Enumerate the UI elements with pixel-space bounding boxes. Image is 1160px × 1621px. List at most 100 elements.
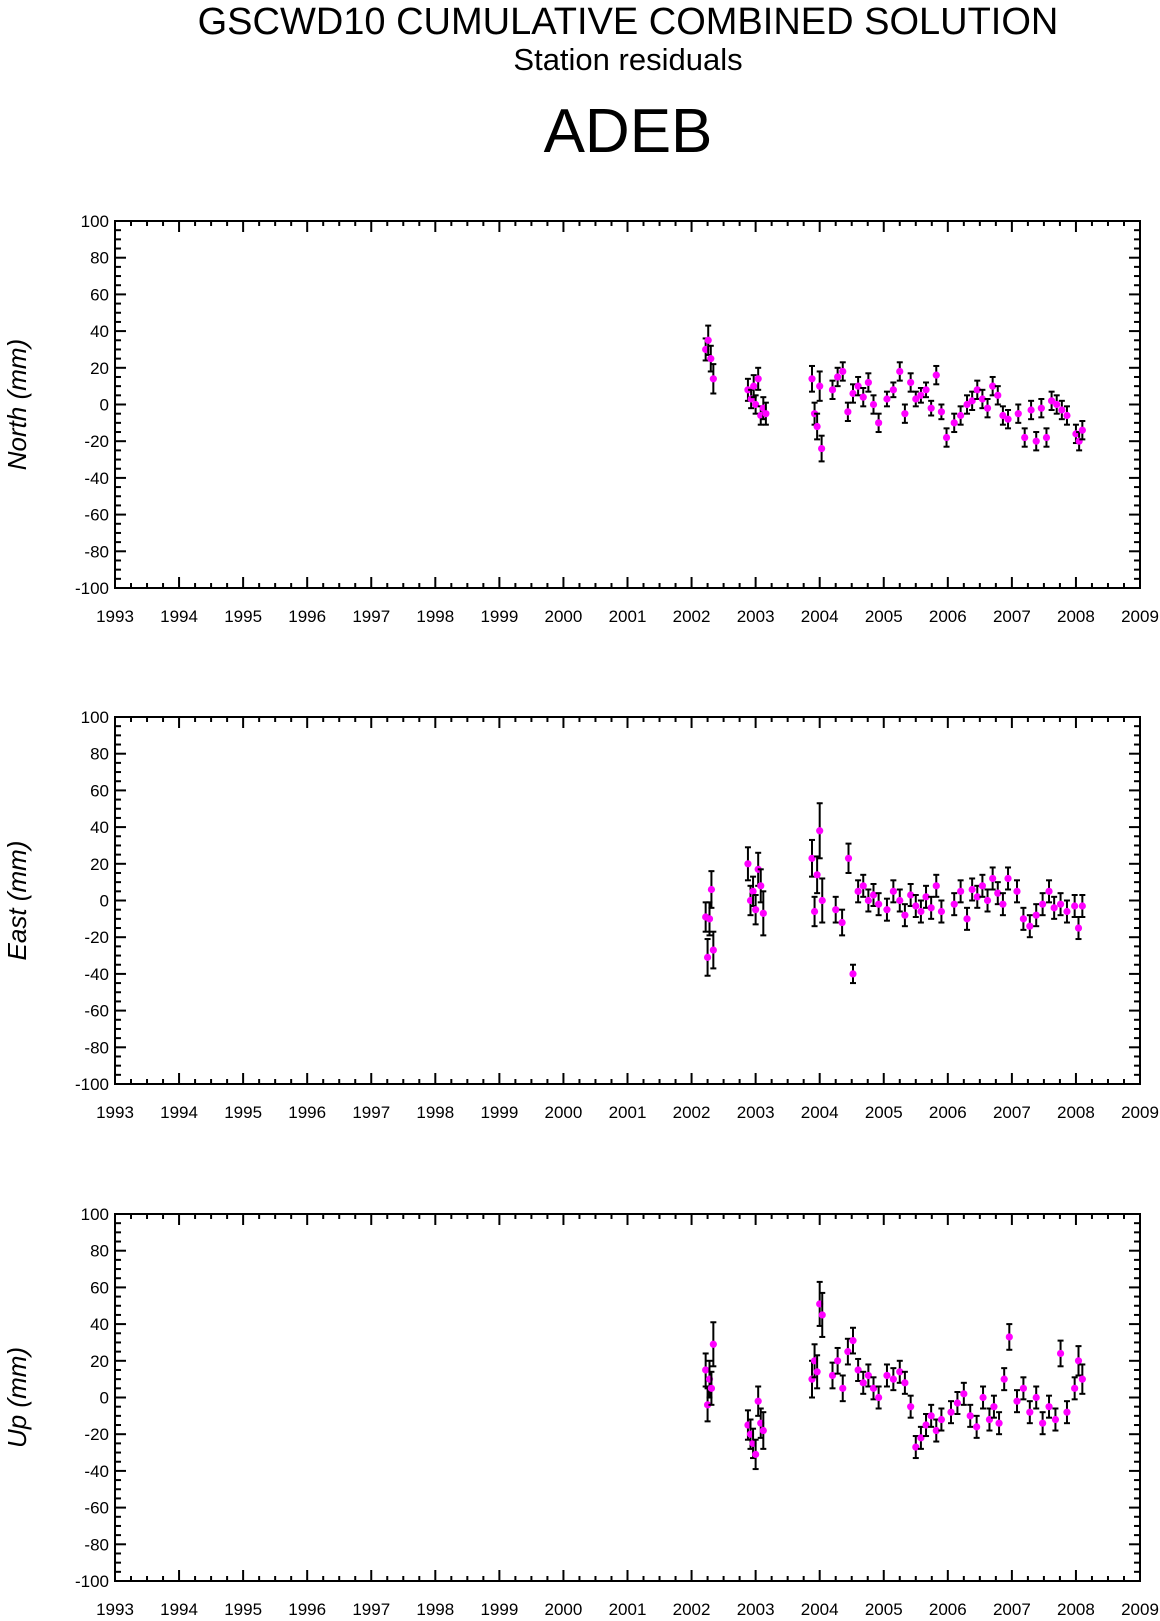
data-point xyxy=(1032,911,1040,919)
data-point xyxy=(869,400,878,409)
panel-1: 100 80 60 40 20 0 -20 -40 -60 -80 -100 1993 1994 1995… xyxy=(2,212,1159,626)
y-tick-label: -80 xyxy=(84,1535,109,1554)
x-tick-label: 2006 xyxy=(929,607,967,626)
x-tick-label: 1996 xyxy=(288,1600,326,1619)
data-point xyxy=(912,902,920,910)
data-point xyxy=(979,1393,987,1402)
data-point xyxy=(762,410,770,418)
x-tick-label: 1997 xyxy=(352,1600,390,1619)
data-point xyxy=(1005,1333,1013,1341)
data-point xyxy=(1032,1393,1040,1402)
data-point xyxy=(1004,874,1012,883)
data-point xyxy=(754,375,762,383)
data-point xyxy=(749,887,757,895)
data-point xyxy=(813,1368,821,1376)
data-point xyxy=(1042,433,1051,442)
data-point xyxy=(875,419,883,427)
x-tick-label: 2006 xyxy=(929,1103,967,1122)
y-axis-label: Up (mm) xyxy=(2,1347,32,1448)
data-point xyxy=(828,1371,837,1380)
y-tick-label: 20 xyxy=(90,1352,109,1371)
data-point xyxy=(922,1421,930,1429)
data-point xyxy=(901,911,909,919)
data-point xyxy=(942,433,951,442)
data-point xyxy=(932,882,940,890)
data-point xyxy=(917,907,925,916)
data-point xyxy=(1078,902,1086,910)
data-point xyxy=(854,382,862,390)
x-tick-label: 1993 xyxy=(96,607,134,626)
y-tick-label: -60 xyxy=(84,506,109,525)
data-point xyxy=(844,854,853,862)
data-point xyxy=(839,1384,847,1392)
data-point xyxy=(947,1408,955,1416)
data-point xyxy=(1013,1397,1021,1405)
data-point xyxy=(864,1371,872,1380)
data-point xyxy=(1078,1375,1086,1383)
data-point xyxy=(705,915,714,923)
data-point xyxy=(927,904,935,912)
data-point xyxy=(704,336,712,344)
data-point xyxy=(883,395,891,403)
data-point xyxy=(1063,1408,1071,1416)
x-tick-label: 2005 xyxy=(865,1103,903,1122)
data-point xyxy=(752,400,760,409)
data-point xyxy=(999,411,1007,420)
data-point xyxy=(752,906,760,914)
data-point xyxy=(1053,400,1061,409)
data-point xyxy=(1026,922,1034,930)
x-tick-label: 1994 xyxy=(160,607,198,626)
y-tick-label: -100 xyxy=(75,1572,109,1591)
panel-3: 100 80 60 40 20 0 -20 -40 -60 -80 -100 1993 1994 1995… xyxy=(2,1205,1159,1619)
data-point xyxy=(832,906,840,914)
x-tick-label: 2008 xyxy=(1057,607,1095,626)
data-point xyxy=(889,386,897,394)
data-point xyxy=(889,1375,897,1383)
x-tick-label: 2004 xyxy=(801,1600,839,1619)
data-point xyxy=(1021,433,1029,442)
data-point xyxy=(808,854,816,862)
data-point xyxy=(844,408,852,416)
data-point xyxy=(759,909,767,917)
data-point xyxy=(963,400,971,409)
x-tick-label: 1996 xyxy=(288,1103,326,1122)
data-point xyxy=(990,1403,998,1411)
data-point xyxy=(1078,426,1086,434)
station-name: ADEB xyxy=(543,97,713,166)
data-point xyxy=(834,373,842,381)
data-point xyxy=(834,1357,842,1365)
data-point xyxy=(810,907,819,916)
x-tick-label: 1997 xyxy=(352,607,390,626)
data-point xyxy=(917,391,925,399)
x-tick-label: 1999 xyxy=(480,1103,518,1122)
data-point xyxy=(1037,404,1045,412)
data-point xyxy=(864,378,872,387)
data-point xyxy=(818,896,826,905)
data-point xyxy=(1074,1357,1083,1365)
x-tick-label: 1999 xyxy=(480,607,518,626)
y-tick-label: -100 xyxy=(75,579,109,598)
data-point xyxy=(709,375,717,383)
x-tick-label: 2000 xyxy=(545,1103,583,1122)
data-point xyxy=(968,397,976,405)
y-tick-label: 80 xyxy=(90,745,109,764)
data-point xyxy=(1004,415,1012,423)
data-point xyxy=(937,907,946,916)
data-point xyxy=(922,893,930,901)
y-tick-label: 100 xyxy=(81,212,109,231)
y-tick-label: 0 xyxy=(100,1389,109,1408)
data-point xyxy=(994,889,1002,897)
x-tick-label: 2008 xyxy=(1057,1600,1095,1619)
x-tick-label: 1995 xyxy=(224,1600,262,1619)
x-tick-label: 2004 xyxy=(801,1103,839,1122)
x-tick-label: 2005 xyxy=(865,607,903,626)
data-point xyxy=(707,1384,716,1392)
x-tick-label: 2001 xyxy=(609,1103,647,1122)
data-point xyxy=(896,1368,904,1376)
x-tick-label: 1993 xyxy=(96,1600,134,1619)
x-tick-label: 1994 xyxy=(160,1103,198,1122)
y-tick-label: 40 xyxy=(90,1315,109,1334)
data-point xyxy=(1058,406,1066,414)
data-point xyxy=(707,355,715,363)
y-tick-label: 80 xyxy=(90,1242,109,1261)
